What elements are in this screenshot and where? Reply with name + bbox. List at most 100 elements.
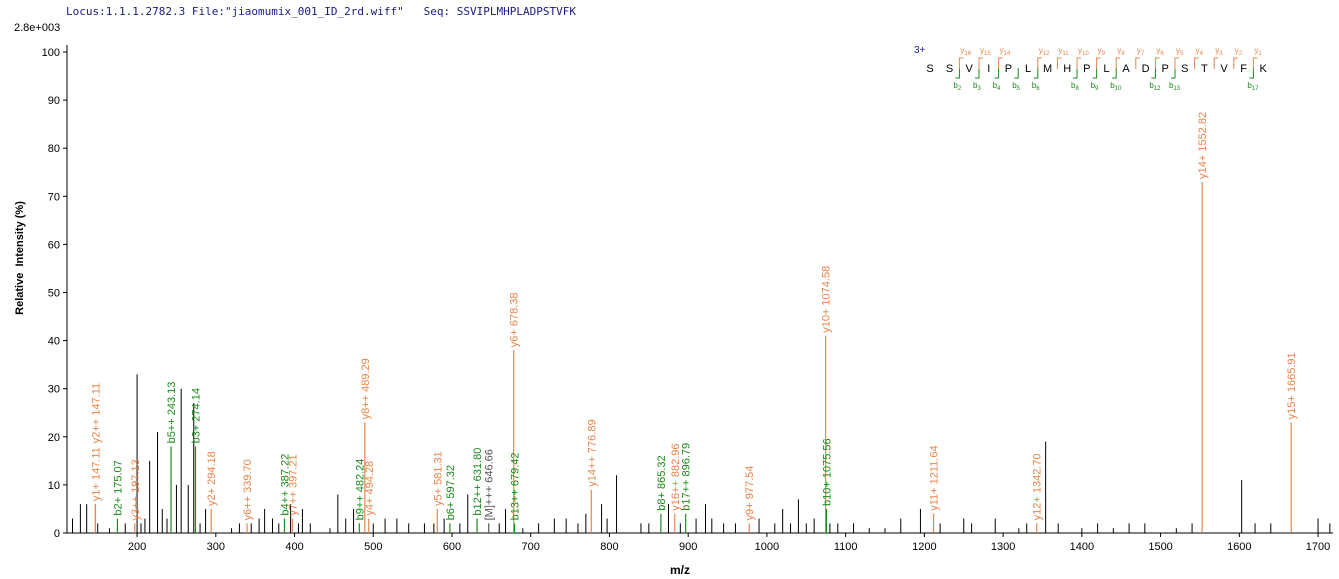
b-ion-label: b13	[1169, 81, 1181, 92]
y-ion-label: y14	[1000, 46, 1011, 57]
y-number: 6	[1160, 51, 1164, 57]
y-ion-label: y6	[1156, 46, 1164, 57]
y-letter: y	[1156, 46, 1160, 55]
b-ion-label: b6	[1032, 81, 1040, 92]
y-number: 2	[1239, 51, 1243, 57]
y-bracket	[1135, 57, 1140, 69]
x-tick-label: 1600	[1227, 541, 1251, 553]
residue: L	[1025, 63, 1031, 75]
y-axis-label: Relative Intensity (%)	[14, 201, 26, 315]
residue: V	[966, 63, 974, 75]
b-bracket	[975, 68, 980, 79]
y-letter: y	[1215, 46, 1219, 55]
peak-label: y10+ 1074.58	[821, 266, 833, 333]
y-letter: y	[1176, 46, 1180, 55]
y-number: 4	[1200, 51, 1204, 57]
peak-label: y5+ 581.31	[432, 451, 444, 506]
x-tick-label: 1300	[991, 541, 1015, 553]
y-bracket	[1115, 57, 1121, 69]
y-letter: y	[1235, 46, 1239, 55]
y-ion-label: y5	[1176, 46, 1184, 57]
peak-label: y15+ 1665.91	[1286, 352, 1298, 419]
residue: P	[1005, 63, 1012, 75]
y-bracket	[1194, 57, 1199, 69]
y-ion-label: y9	[1098, 46, 1106, 57]
b-ion-label: b4	[993, 81, 1001, 92]
y-tick-label: 30	[48, 384, 60, 396]
y-ion-label: y15	[980, 46, 991, 57]
x-tick-label: 300	[207, 541, 225, 553]
residue: S	[926, 63, 933, 75]
peak-label: y9+ 977.54	[744, 466, 756, 521]
y-bracket	[978, 57, 983, 69]
b-bracket	[1092, 68, 1098, 79]
peak-label: b10+ 1075.56	[821, 438, 833, 506]
y-ion-label: y4	[1196, 46, 1204, 57]
b-bracket	[994, 68, 1000, 79]
y-number: 1	[1258, 51, 1262, 57]
peak-label: y8++ 489.29	[360, 358, 372, 419]
y-ion-label: y10	[1078, 46, 1089, 57]
y-ion-label: y8	[1117, 46, 1125, 57]
b-number: 8	[1075, 86, 1079, 92]
peak-label: b13++ 679.42	[510, 452, 522, 520]
residue: H	[1063, 63, 1071, 75]
peak-label: y7++ 397.21	[287, 454, 299, 515]
x-tick-label: 800	[600, 541, 618, 553]
residue: P	[1162, 63, 1169, 75]
y-number: 16	[964, 51, 971, 57]
x-tick-label: 1200	[912, 541, 936, 553]
y-bracket	[958, 57, 964, 69]
x-tick-label: 600	[443, 541, 461, 553]
y-ion-label: y7	[1137, 46, 1145, 57]
scale-label: 2.8e+003	[14, 22, 60, 34]
b-bracket	[955, 68, 960, 79]
residue: A	[1122, 63, 1130, 75]
residue: D	[1142, 63, 1150, 75]
peak-label: y6++ 339.70	[242, 459, 254, 520]
y-letter: y	[1098, 46, 1102, 55]
peak-label: b12++ 631.80	[472, 448, 484, 516]
peak-label: b3+ 274.14	[190, 388, 202, 443]
x-tick-label: 400	[285, 541, 303, 553]
residue: L	[1103, 63, 1109, 75]
b-number: 5	[1017, 86, 1021, 92]
peak-label: y4+ 494.28	[364, 461, 376, 516]
charge-label: 3+	[914, 45, 926, 56]
x-tick-label: 1700	[1306, 541, 1330, 553]
peak-label: y1+ 147.11	[90, 447, 102, 501]
peak-label: b8+ 865.32	[656, 455, 668, 510]
residue: M	[1043, 63, 1052, 75]
y-ion-label: y11	[1058, 46, 1069, 57]
y-number: 3	[1219, 51, 1223, 57]
y-number: 5	[1180, 51, 1184, 57]
b-letter: b	[1091, 81, 1096, 90]
peak-label: y14++ 776.89	[586, 419, 598, 486]
y-bracket	[1213, 57, 1219, 69]
y-tick-label: 0	[54, 528, 60, 540]
y-tick-label: 80	[48, 143, 60, 155]
b-number: 2	[958, 86, 962, 92]
x-tick-label: 900	[679, 541, 697, 553]
y-bracket	[1056, 57, 1062, 69]
b-bracket	[1171, 68, 1176, 79]
y-letter: y	[1137, 46, 1141, 55]
y-ion-label: y1	[1254, 46, 1262, 57]
peak-label: y2++ 147.11	[90, 383, 102, 443]
b-letter: b	[1247, 81, 1252, 90]
b-letter: b	[1149, 81, 1154, 90]
b-bracket	[1112, 68, 1117, 79]
b-bracket	[1151, 68, 1156, 79]
b-number: 10	[1115, 86, 1122, 92]
y-bracket	[1154, 57, 1160, 69]
x-axis-label: m/z	[670, 563, 690, 577]
y-bracket	[998, 57, 1003, 69]
y-letter: y	[1254, 46, 1258, 55]
b-bracket	[1014, 68, 1019, 79]
b-letter: b	[1110, 81, 1115, 90]
y-number: 11	[1062, 51, 1069, 57]
y-bracket	[1174, 57, 1179, 69]
y-letter: y	[1196, 46, 1200, 55]
x-tick-label: 1500	[1148, 541, 1172, 553]
